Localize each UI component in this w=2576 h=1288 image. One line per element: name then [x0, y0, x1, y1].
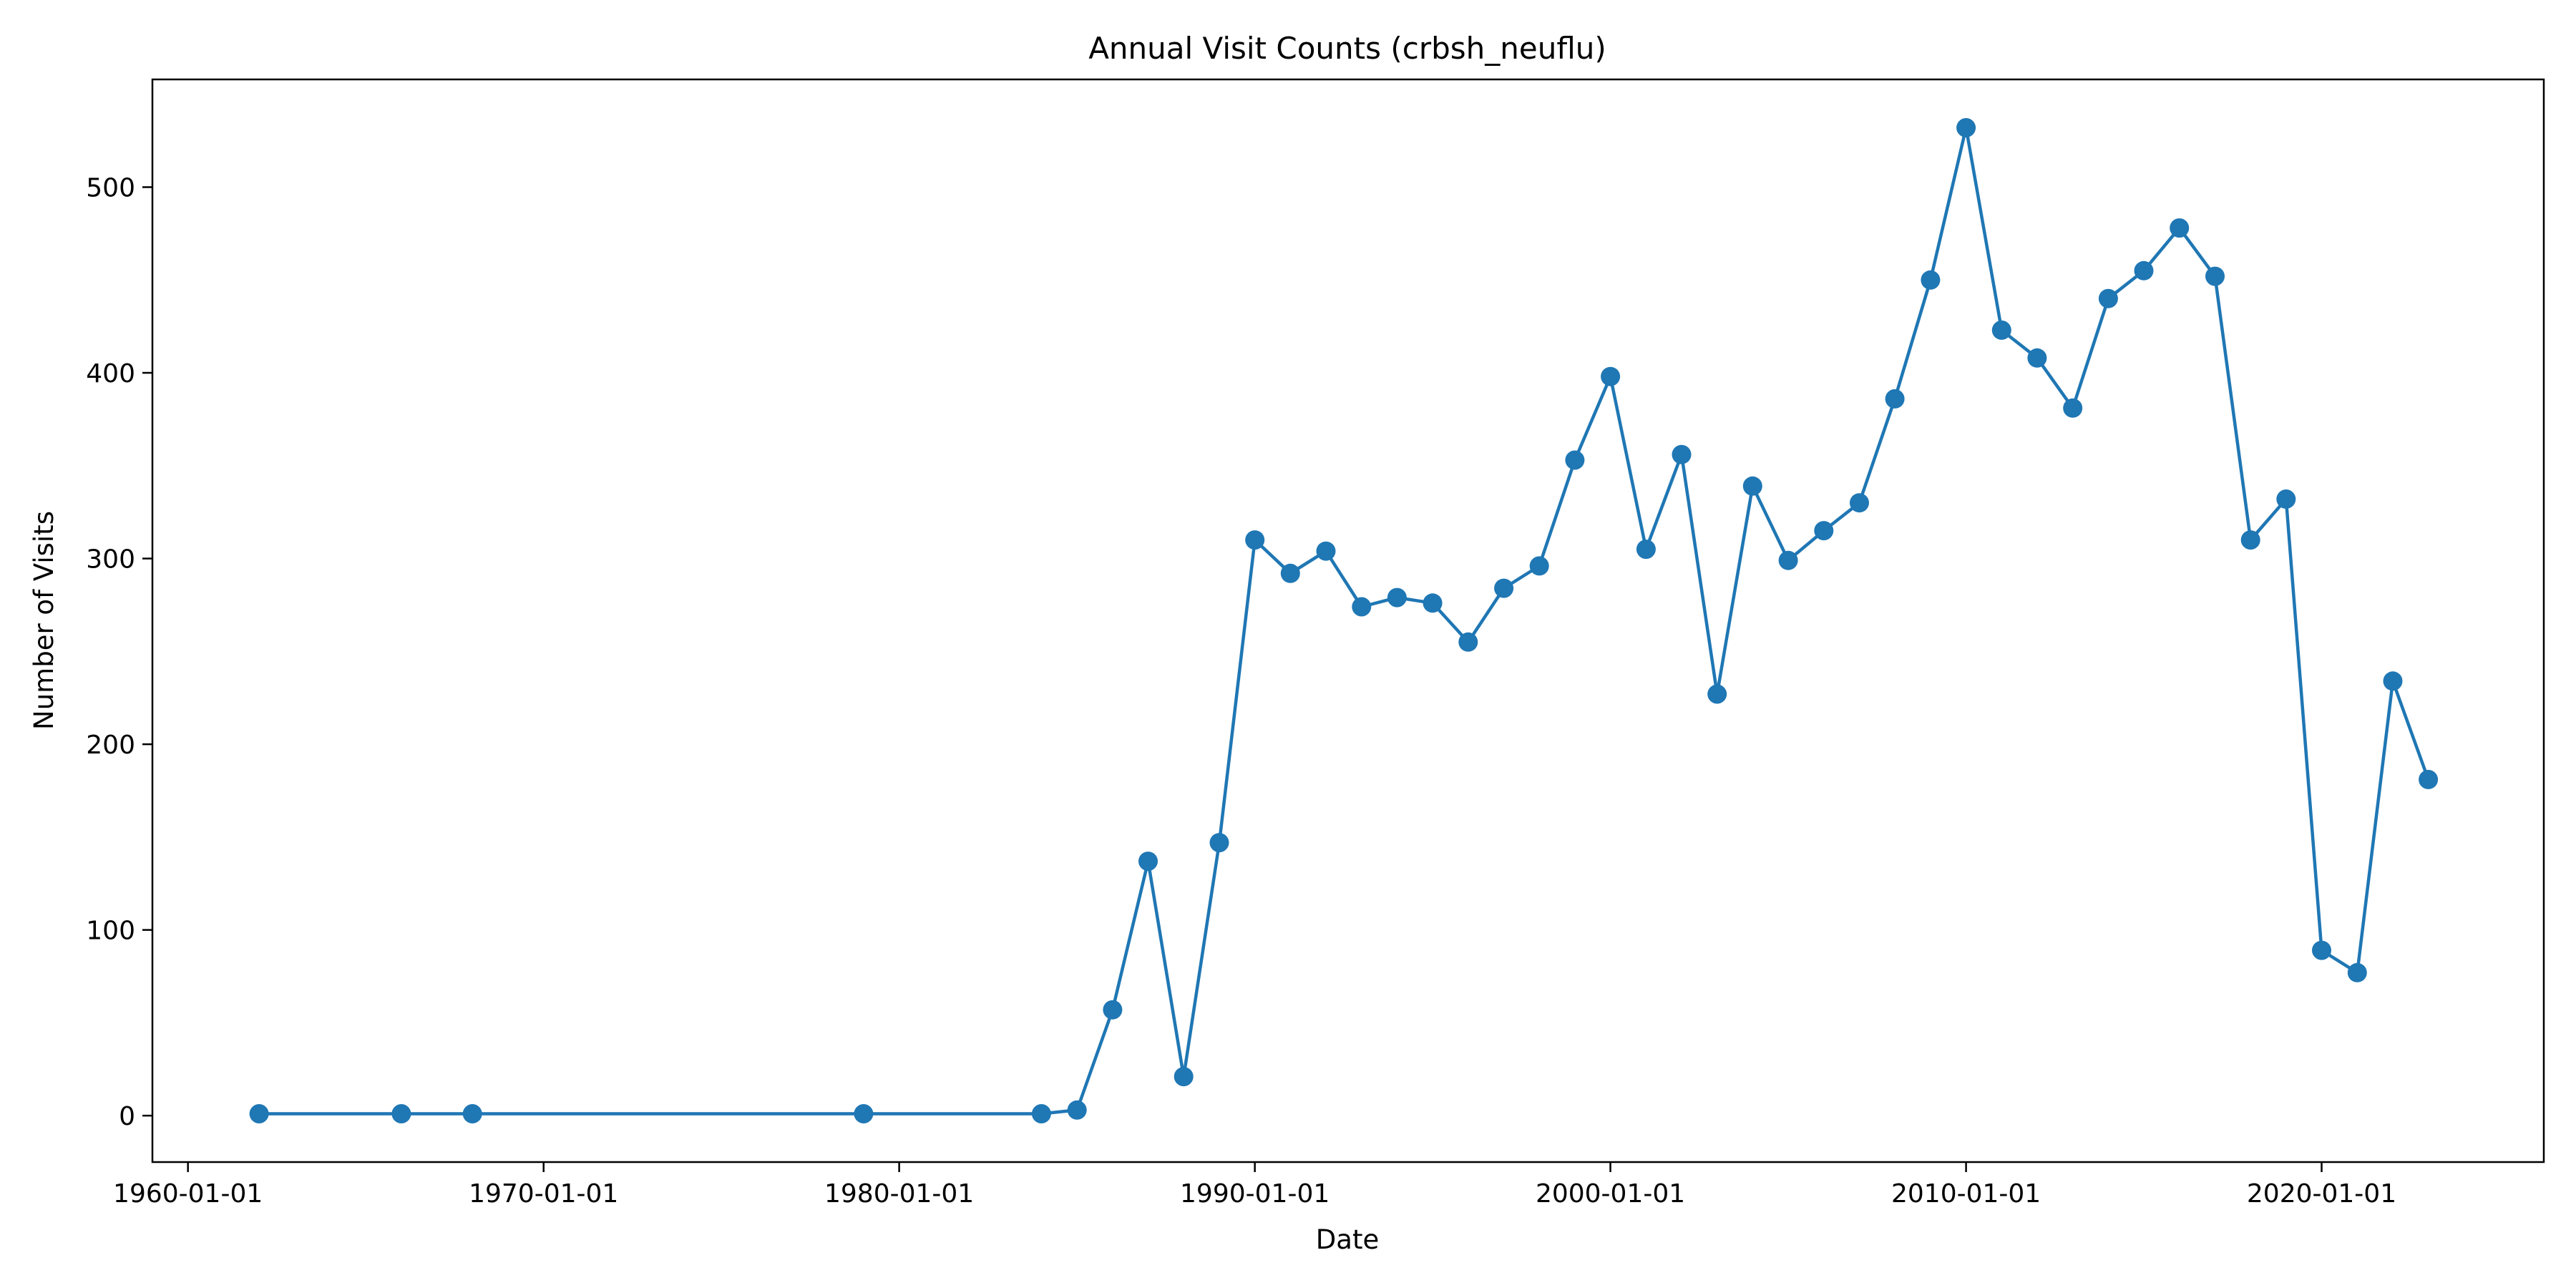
data-point [1138, 852, 1158, 872]
data-point [854, 1104, 874, 1123]
data-point [1921, 270, 1941, 290]
data-point [1031, 1104, 1051, 1123]
plot-area: 1960-01-01 1970-01-01 1980-01-01 1990-01-01… [86, 118, 2439, 1209]
x-tick-label: 1970-01-01 [469, 1179, 618, 1209]
data-point [1423, 593, 1443, 613]
data-point [2027, 348, 2047, 368]
data-point [1245, 530, 1265, 550]
x-tick-label: 1990-01-01 [1180, 1179, 1330, 1209]
data-point [2098, 288, 2118, 308]
data-point [1316, 541, 1336, 561]
x-tick-label: 2020-01-01 [2247, 1179, 2396, 1209]
y-tick-label: 300 [86, 545, 135, 575]
data-point [1280, 563, 1300, 583]
y-tick-label: 100 [86, 917, 135, 946]
data-point [1850, 493, 1869, 513]
data-point [2312, 940, 2331, 960]
data-point [249, 1104, 269, 1123]
data-point [2063, 398, 2083, 418]
data-point [2134, 260, 2154, 280]
data-point [2276, 489, 2296, 509]
data-point [2419, 769, 2439, 789]
data-point [1458, 632, 1478, 652]
data-point [1174, 1067, 1194, 1087]
x-tick-label: 1960-01-01 [113, 1179, 263, 1209]
data-point [1672, 444, 1692, 464]
data-point [1529, 556, 1549, 576]
data-point [1103, 1000, 1123, 1020]
y-tick-label: 0 [119, 1102, 135, 1131]
data-point [2383, 671, 2403, 691]
chart-title: Annual Visit Counts (crbsh_neuflu) [1088, 31, 1606, 66]
y-tick-label: 400 [86, 359, 135, 389]
data-point [391, 1104, 411, 1123]
x-tick-label: 2010-01-01 [1891, 1179, 2041, 1209]
data-point [1707, 684, 1727, 704]
axes-frame [151, 78, 2545, 1163]
x-tick-label: 2000-01-01 [1536, 1179, 1685, 1209]
data-point [2240, 530, 2260, 550]
data-point [1778, 550, 1798, 570]
data-point [1885, 389, 1905, 409]
data-point [1494, 578, 1514, 598]
data-point [1565, 450, 1585, 470]
y-tick-label: 500 [86, 174, 135, 203]
data-point [1352, 597, 1372, 617]
data-point [1067, 1100, 1087, 1120]
y-tick-label: 200 [86, 731, 135, 760]
x-tick-label: 1980-01-01 [824, 1179, 974, 1209]
data-point [1387, 587, 1407, 608]
data-point [1636, 540, 1656, 560]
data-point [1742, 476, 1762, 496]
data-point [462, 1104, 482, 1123]
y-axis-title: Number of Visits [29, 511, 59, 730]
data-point [1209, 833, 1229, 853]
x-axis-title: Date [1316, 1224, 1379, 1255]
data-point [2347, 962, 2367, 982]
data-point [1991, 320, 2011, 340]
data-point [1814, 521, 1834, 541]
data-point [2205, 266, 2225, 286]
data-point [1601, 366, 1621, 386]
data-point [1956, 118, 1976, 137]
data-point [2170, 218, 2190, 238]
